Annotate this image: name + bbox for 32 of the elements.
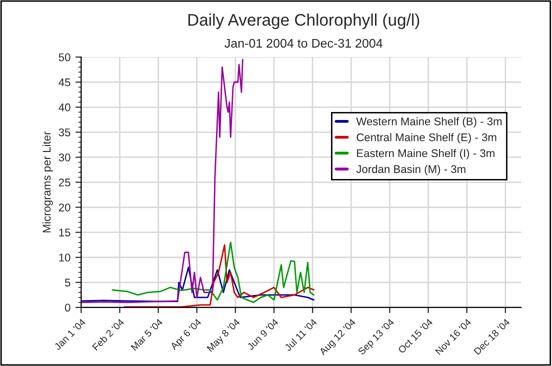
chart-subtitle: Jan-01 2004 to Dec-31 2004 [224,38,382,48]
y-tick-label: 0 [64,304,70,312]
y-tick-label: 40 [58,103,70,112]
y-tick-label: 45 [58,78,70,86]
y-tick-label: 5 [64,278,70,287]
x-tick-label: Jan 1 '04 [54,318,86,350]
x-tick-label: May 8 '04 [206,318,242,354]
x-tick-label: Sep 13 '04 [358,318,396,357]
x-tick-label: Feb 2 '04 [92,318,125,351]
x-tick-label: Nov 16 '04 [434,318,472,355]
x-tick-label: Jul 11 '04 [284,318,318,352]
y-tick-label: 10 [59,254,70,262]
y-tick-label: 15 [59,228,70,236]
y-tick-label: 35 [58,128,70,136]
legend-label: Central Maine Shelf (E) - 3m [356,133,496,144]
y-tick-label: 20 [58,204,70,212]
line-series [82,58,244,304]
y-tick-label: 30 [58,154,70,162]
x-tick-label: Apr 6 '04 [170,318,204,352]
y-tick-label: 50 [58,53,70,62]
line-series [82,266,314,302]
x-tick-label: Oct 15 '04 [398,318,434,354]
legend-label: Eastern Maine Shelf (I) - 3m [357,148,494,160]
legend-label: Western Maine Shelf (B) - 3m [356,117,502,128]
x-tick-label: Dec 18 '04 [474,318,510,355]
y-tick-label: 25 [58,178,70,186]
x-tick-label: Mar 5 '04 [130,318,164,351]
x-tick-label: Jun 9 '04 [246,318,279,350]
x-tick-label: Aug 12 '04 [318,318,358,357]
legend-label: Jordan Basin (M) - 3m [356,164,466,176]
chart-title: Daily Average Chlorophyll (ug/l) [188,14,420,30]
y-axis-title: Micrograms per Liter [42,132,53,232]
